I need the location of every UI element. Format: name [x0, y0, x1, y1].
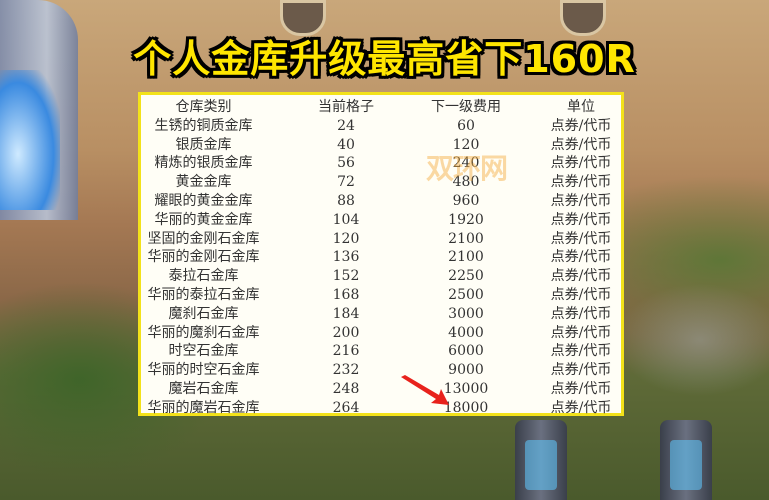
cell-unit: 点券/代币: [550, 362, 612, 379]
cell-vault-type: 时空石金库: [168, 343, 239, 360]
cell-next-level-cost: 18000: [443, 399, 489, 416]
header-current-slots: 当前格子: [318, 99, 374, 115]
table-row: 泰拉石金库 152 2250 点券/代币: [141, 267, 621, 286]
table-row: 生锈的铜质金库 24 60 点券/代币: [141, 117, 621, 136]
cell-next-level-cost: 960: [452, 193, 480, 209]
cell-unit: 点券/代币: [550, 230, 612, 247]
headline-title: 个人金库升级最高省下160R: [133, 37, 636, 81]
table-row: 精炼的银质金库 56 240 点券/代币: [141, 154, 621, 173]
header-vault-type: 仓库类别: [175, 99, 232, 115]
cell-vault-type: 魔岩石金库: [168, 381, 239, 397]
cell-current-slots: 168: [332, 287, 360, 303]
cell-current-slots: 104: [332, 211, 360, 228]
cell-next-level-cost: 2100: [448, 249, 484, 266]
cell-vault-type: 华丽的金刚石金库: [147, 249, 260, 266]
table-row: 华丽的金刚石金库 136 2100 点券/代币: [141, 248, 621, 267]
cell-current-slots: 72: [337, 174, 355, 191]
header-next-level-cost: 下一级费用: [431, 99, 501, 115]
cell-next-level-cost: 6000: [448, 343, 484, 360]
table-row: 银质金库 40 120 点券/代币: [141, 136, 621, 155]
cell-current-slots: 248: [332, 381, 360, 397]
cell-current-slots: 56: [337, 155, 355, 172]
cell-vault-type: 华丽的魔刹石金库: [147, 324, 260, 341]
cell-next-level-cost: 9000: [448, 362, 484, 379]
cell-current-slots: 24: [337, 117, 355, 134]
cell-current-slots: 88: [337, 193, 355, 209]
cell-vault-type: 华丽的泰拉石金库: [147, 287, 260, 303]
cell-unit: 点券/代币: [550, 136, 612, 153]
rune-pillar: [515, 420, 567, 500]
table-row: 黄金金库 72 480 点券/代币: [141, 173, 621, 192]
table-row: 华丽的泰拉石金库 168 2500 点券/代币: [141, 286, 621, 305]
cell-current-slots: 184: [332, 305, 360, 322]
table-row: 耀眼的黄金金库 88 960 点券/代币: [141, 192, 621, 211]
cell-current-slots: 200: [332, 324, 360, 341]
cell-vault-type: 泰拉石金库: [168, 268, 239, 285]
cell-next-level-cost: 4000: [448, 324, 484, 341]
cell-unit: 点券/代币: [550, 117, 612, 134]
cell-next-level-cost: 1920: [448, 211, 484, 228]
cell-vault-type: 银质金库: [175, 136, 232, 153]
cell-next-level-cost: 480: [452, 174, 480, 191]
table-row: 魔刹石金库 184 3000 点券/代币: [141, 305, 621, 324]
cell-unit: 点券/代币: [550, 381, 612, 397]
cell-unit: 点券/代币: [550, 343, 612, 360]
cell-unit: 点券/代币: [550, 174, 612, 191]
cell-next-level-cost: 120: [452, 136, 480, 153]
cell-current-slots: 40: [337, 136, 355, 153]
table-row: 坚固的金刚石金库 120 2100 点券/代币: [141, 230, 621, 249]
cell-vault-type: 耀眼的黄金金库: [154, 193, 253, 209]
cell-vault-type: 华丽的时空石金库: [147, 362, 260, 379]
cell-unit: 点券/代币: [550, 249, 612, 266]
cell-next-level-cost: 2500: [448, 287, 484, 303]
building-window: [280, 0, 326, 36]
cell-current-slots: 120: [332, 230, 360, 247]
cell-unit: 点券/代币: [550, 211, 612, 228]
red-arrow-icon: [401, 375, 449, 405]
header-unit: 单位: [567, 99, 595, 115]
cell-vault-type: 华丽的魔岩石金库: [147, 399, 260, 416]
cell-unit: 点券/代币: [550, 268, 612, 285]
cell-current-slots: 232: [332, 362, 360, 379]
table-row: 华丽的魔刹石金库 200 4000 点券/代币: [141, 324, 621, 343]
cell-next-level-cost: 60: [457, 117, 475, 134]
cell-unit: 点券/代币: [550, 193, 612, 209]
cell-vault-type: 黄金金库: [175, 174, 232, 191]
building-window: [560, 0, 606, 36]
table-row: 魔岩石金库 248 13000 点券/代币: [141, 380, 621, 399]
cell-next-level-cost: 13000: [443, 381, 489, 397]
cell-next-level-cost: 2250: [448, 268, 484, 285]
cell-current-slots: 264: [332, 399, 360, 416]
cell-unit: 点券/代币: [550, 324, 612, 341]
watermark: 双环网: [426, 152, 508, 185]
cell-vault-type: 精炼的银质金库: [154, 155, 253, 172]
vault-upgrade-table: 仓库类别 当前格子 下一级费用 单位 生锈的铜质金库 24 60 点券/代币 银质金库 40 120…: [138, 92, 624, 416]
table-row: 华丽的时空石金库 232 9000 点券/代币: [141, 361, 621, 380]
cell-current-slots: 136: [332, 249, 360, 266]
cell-unit: 点券/代币: [550, 305, 612, 322]
table-row: 华丽的魔岩石金库 264 18000 点券/代币: [141, 399, 621, 418]
table-header: 仓库类别 当前格子 下一级费用 单位: [141, 98, 621, 117]
cell-unit: 点券/代币: [550, 399, 612, 416]
cell-unit: 点券/代币: [550, 155, 612, 172]
cell-next-level-cost: 2100: [448, 230, 484, 247]
rune-pillar: [660, 420, 712, 500]
table-row: 时空石金库 216 6000 点券/代币: [141, 342, 621, 361]
cell-vault-type: 华丽的黄金金库: [154, 211, 253, 228]
cell-next-level-cost: 240: [452, 155, 480, 172]
cell-unit: 点券/代币: [550, 287, 612, 303]
cell-vault-type: 魔刹石金库: [168, 305, 239, 322]
cell-vault-type: 生锈的铜质金库: [154, 117, 253, 134]
cell-vault-type: 坚固的金刚石金库: [147, 230, 260, 247]
blue-portal: [0, 70, 60, 210]
cell-current-slots: 152: [332, 268, 360, 285]
cell-next-level-cost: 3000: [448, 305, 484, 322]
table-row: 华丽的黄金金库 104 1920 点券/代币: [141, 211, 621, 230]
cell-current-slots: 216: [332, 343, 360, 360]
